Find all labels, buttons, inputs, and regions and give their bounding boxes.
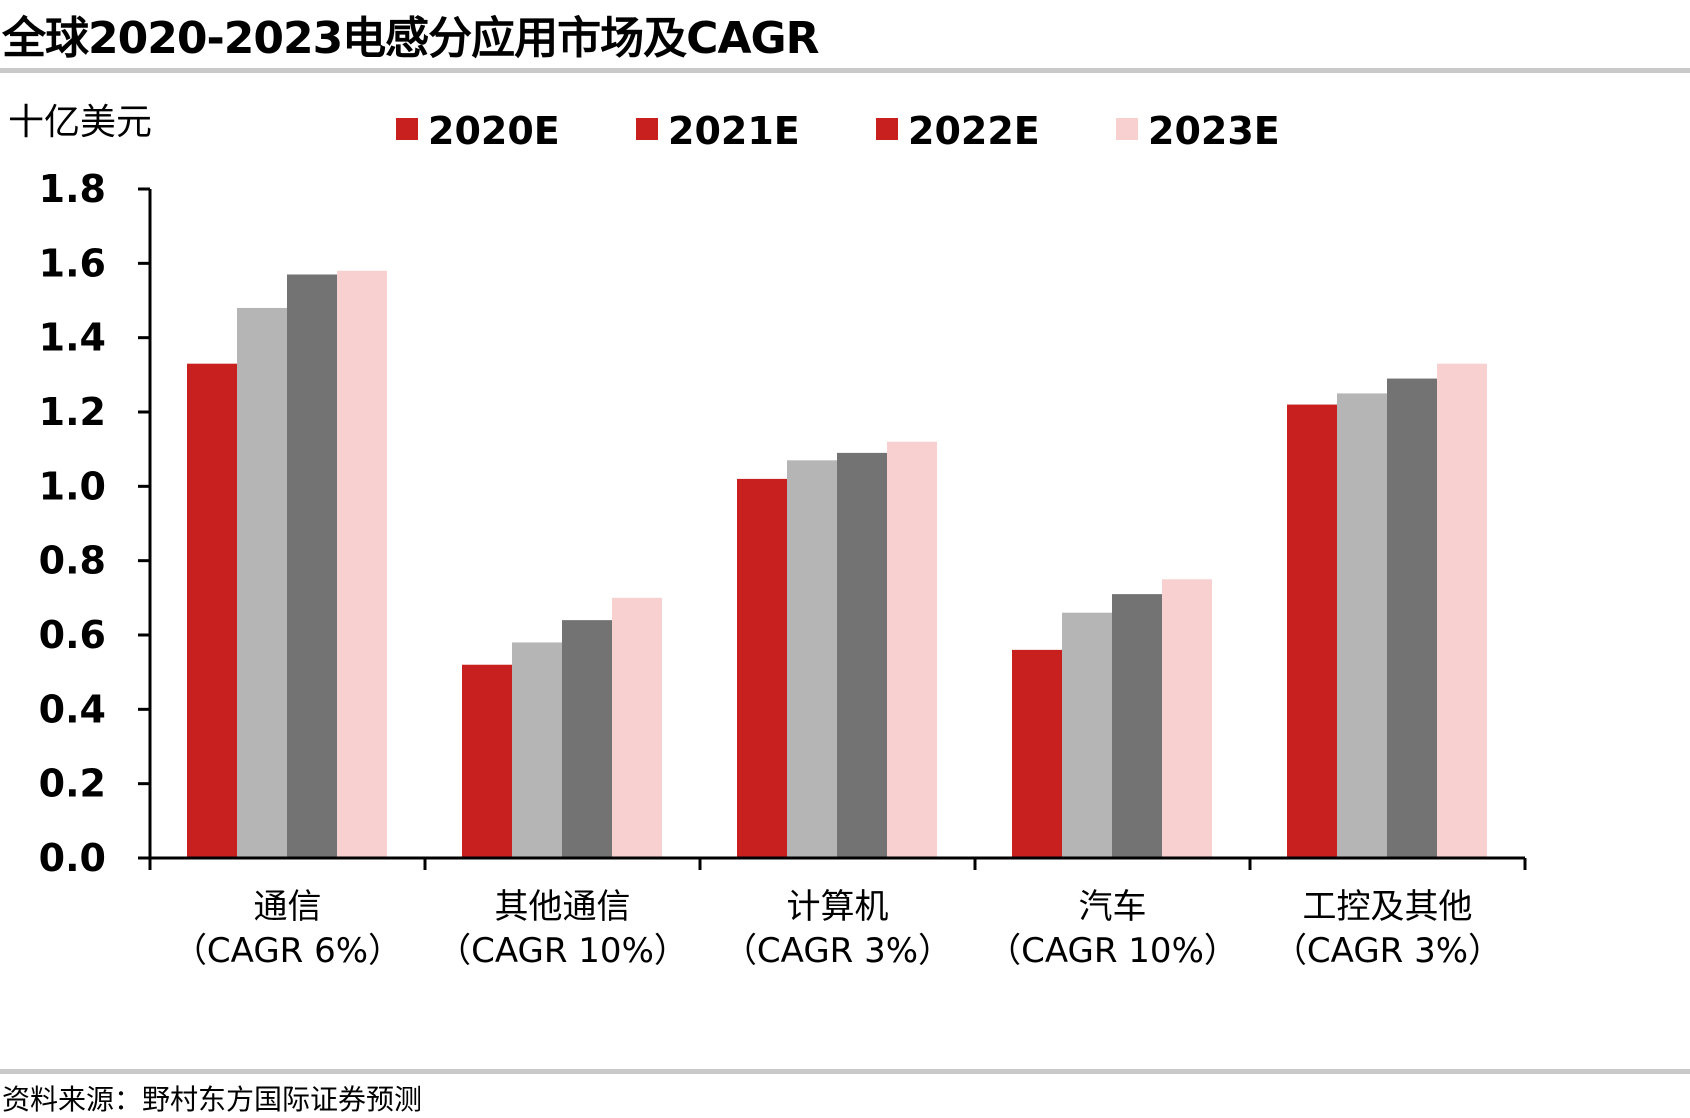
bars <box>187 270 1487 858</box>
bar-2021E-0 <box>237 307 287 858</box>
axes: 通信（CAGR 6%）其他通信（CAGR 10%）计算机（CAGR 3%）汽车（… <box>39 167 1527 971</box>
y-tick-label: 1.2 <box>39 390 106 434</box>
x-tick-label: 工控及其他 <box>1303 887 1473 927</box>
chart-title: 全球2020-2023电感分应用市场及CAGR <box>2 13 820 64</box>
bar-2022E-0 <box>287 274 337 858</box>
legend-label: 2023E <box>1148 109 1280 153</box>
x-tick-cagr-label: （CAGR 10%） <box>987 931 1238 971</box>
legend: 2020E 2021E 2022E 2023E <box>396 109 1280 153</box>
bar-2023E-2 <box>887 441 937 858</box>
y-tick-label: 1.0 <box>39 464 106 508</box>
legend-label: 2022E <box>908 109 1040 153</box>
bar-2022E-4 <box>1387 378 1437 858</box>
x-tick-cagr-label: （CAGR 10%） <box>437 931 688 971</box>
y-tick-label: 1.6 <box>39 241 106 285</box>
bar-2020E-1 <box>462 664 512 858</box>
x-tick-cagr-label: （CAGR 3%） <box>1273 931 1502 971</box>
x-tick-label: 计算机 <box>787 887 889 927</box>
bar-2021E-1 <box>512 642 562 858</box>
bar-2020E-3 <box>1012 649 1062 858</box>
y-tick-label: 0.0 <box>39 836 106 880</box>
bar-2023E-4 <box>1437 363 1487 858</box>
bar-2023E-0 <box>337 270 387 858</box>
bar-2020E-4 <box>1287 404 1337 858</box>
legend-label: 2020E <box>428 109 560 153</box>
top-divider <box>0 68 1690 73</box>
bar-2023E-3 <box>1162 579 1212 858</box>
bar-chart: 十亿美元 2020E 2021E 2022E 2023E 通信（CAGR 6%） 其他通… <box>8 102 1527 971</box>
bar-2022E-1 <box>562 620 612 858</box>
legend-swatch <box>636 118 658 140</box>
legend-swatch <box>1116 118 1138 140</box>
legend-label: 2021E <box>668 109 800 153</box>
y-tick-label: 0.2 <box>39 762 106 806</box>
bottom-divider <box>0 1069 1690 1074</box>
bar-2020E-0 <box>187 363 237 858</box>
bar-2021E-4 <box>1337 393 1387 858</box>
x-tick-cagr-label: （CAGR 3%） <box>723 931 952 971</box>
y-tick-label: 0.4 <box>39 687 106 731</box>
x-tick-cagr-label: （CAGR 6%） <box>173 931 402 971</box>
legend-swatch <box>396 118 418 140</box>
x-tick-label: 其他通信 <box>495 887 631 927</box>
bar-2021E-3 <box>1062 612 1112 858</box>
bar-2021E-2 <box>787 460 837 858</box>
bar-2020E-2 <box>737 478 787 858</box>
y-unit-label: 十亿美元 <box>8 102 152 143</box>
legend-swatch <box>876 118 898 140</box>
bar-2022E-3 <box>1112 594 1162 858</box>
y-tick-label: 0.8 <box>39 539 106 583</box>
source-note: 资料来源：野村东方国际证券预测 <box>2 1083 423 1116</box>
y-tick-label: 0.6 <box>39 613 106 657</box>
y-tick-label: 1.8 <box>39 167 106 211</box>
bar-2023E-1 <box>612 597 662 858</box>
x-tick-label: 通信 <box>254 887 322 927</box>
bar-2022E-2 <box>837 452 887 858</box>
y-tick-label: 1.4 <box>39 316 106 360</box>
x-tick-label: 汽车 <box>1079 887 1147 927</box>
